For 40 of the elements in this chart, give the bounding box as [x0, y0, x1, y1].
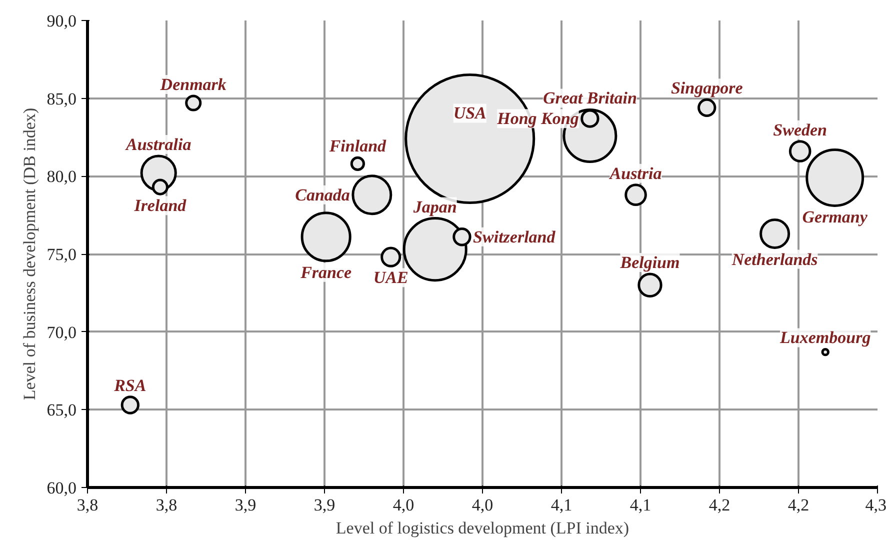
x-axis-title: Level of logistics development (LPI index): [336, 518, 630, 538]
x-tick-label: 4,1: [630, 496, 652, 514]
annotation: Luxembourg: [779, 328, 872, 348]
annotation: Singapore: [670, 78, 744, 98]
annotation: Finland: [328, 136, 387, 156]
y-tick-label: 65,0: [46, 400, 76, 420]
x-tick-label: 4,2: [788, 496, 810, 514]
annotation: Austria: [608, 164, 662, 183]
y-axis-title: Level of business development (DB index): [20, 108, 39, 400]
x-tick-label: 4,3: [865, 496, 886, 514]
x-tick-label: 3,9: [314, 496, 336, 514]
annotation: Belgium: [619, 253, 680, 272]
annotation: USA: [453, 104, 486, 123]
annotation: RSA: [113, 376, 146, 395]
annotation: Switzerland: [473, 227, 556, 246]
annotation: Canada: [295, 185, 350, 204]
x-tick-label: 3,8: [76, 496, 98, 514]
annotation: Australia: [125, 135, 192, 154]
annotation: Germany: [802, 208, 868, 227]
x-tick-label: 4,2: [708, 496, 730, 514]
y-tick-label: 80,0: [46, 167, 76, 186]
y-tick-label: 85,0: [46, 89, 76, 108]
annotation: Hong Kong: [496, 109, 580, 128]
y-tick-label: 70,0: [46, 322, 76, 342]
annotation: Netherlands: [730, 250, 818, 269]
x-tick-label: 3,9: [234, 496, 256, 514]
annotation: Japan: [412, 197, 457, 216]
x-tick-label: 4,0: [392, 496, 414, 514]
x-tick-label: 3,8: [156, 496, 178, 514]
y-tick-label: 75,0: [46, 245, 76, 264]
annotation: UAE: [373, 268, 408, 288]
y-tick-label: 60,0: [46, 478, 76, 498]
annotation: Great Britain: [542, 88, 637, 108]
x-tick-label: 4,1: [550, 496, 572, 514]
y-tick-label: 90,0: [46, 12, 76, 30]
x-tick-label: 4,0: [472, 496, 494, 514]
annotation: Sweden: [773, 120, 828, 140]
annotation: Denmark: [159, 74, 227, 94]
annotation: France: [300, 262, 352, 282]
annotation: Ireland: [133, 196, 187, 216]
